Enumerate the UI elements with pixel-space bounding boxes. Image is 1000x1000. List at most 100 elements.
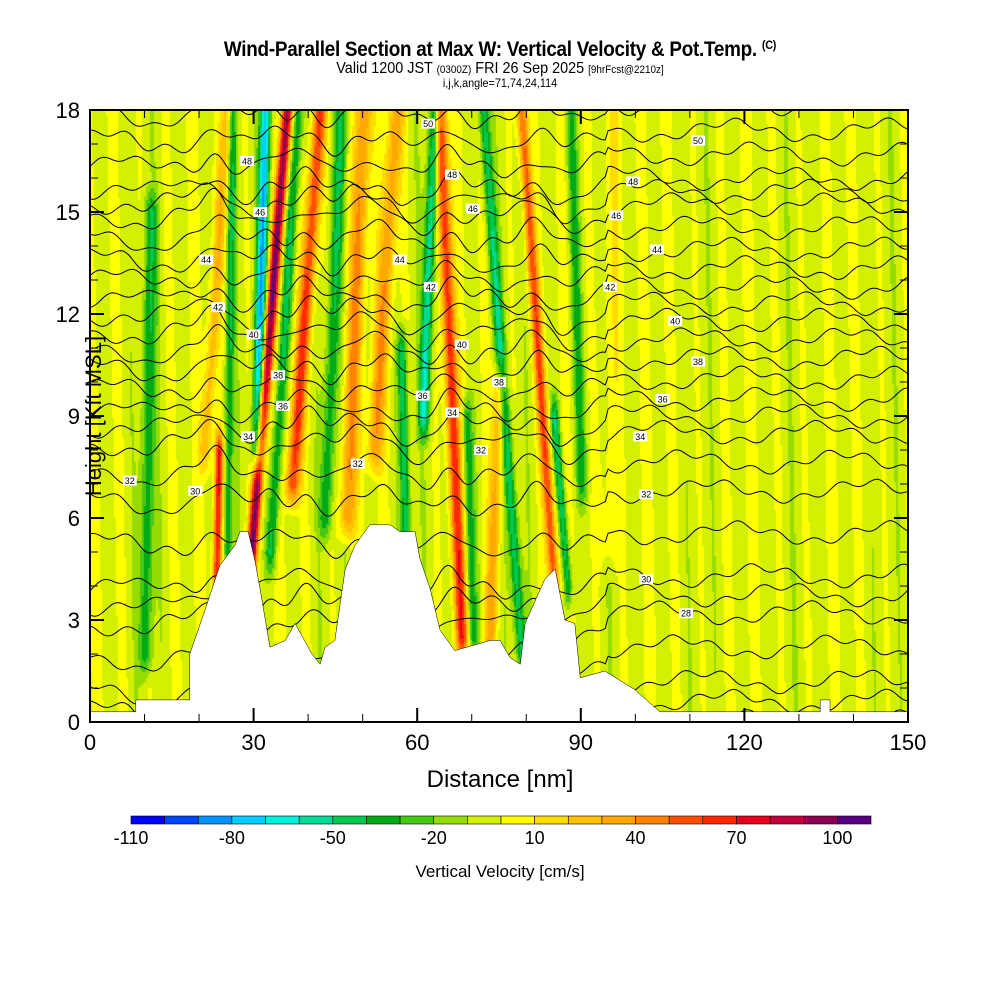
valid-prefix: Valid 1200 JST <box>336 60 433 77</box>
contour-label-box <box>609 210 624 221</box>
y-tick-label: 6 <box>68 506 80 531</box>
contour-label-box <box>691 356 706 367</box>
theta-contour-36 <box>89 386 909 424</box>
contour-label-box <box>633 431 648 442</box>
theta-contour-31 <box>89 520 909 560</box>
contour-label-box <box>241 431 256 442</box>
colorbar-bin <box>635 815 670 825</box>
contour-label-box <box>276 400 291 411</box>
y-axis-label: Height [Kft MSL] <box>81 335 107 497</box>
contour-label-box <box>679 608 694 619</box>
grid-indices: i,j,k,angle=71,74,24,114 <box>442 76 558 90</box>
contour-label-box <box>474 445 489 455</box>
colorbar-bin <box>601 815 636 825</box>
contour-label: 36 <box>418 391 428 401</box>
y-tick-label: 18 <box>56 98 80 123</box>
colorbar-title: Vertical Velocity [cm/s] <box>415 862 585 881</box>
colorbar-bin <box>803 815 838 825</box>
colorbar-tick-label: 70 <box>726 828 747 848</box>
contour-label: 44 <box>652 245 662 255</box>
contour-label: 44 <box>201 255 211 265</box>
contour-label-box <box>421 118 436 129</box>
x-tick-label: 120 <box>726 730 763 755</box>
colorbar-bin <box>332 815 367 825</box>
contour-label: 36 <box>278 401 288 411</box>
contour-label-box <box>626 176 641 187</box>
contour-label-box <box>271 370 286 381</box>
theta-contour-49 <box>89 141 909 179</box>
contour-label-box <box>246 329 261 340</box>
contour-label-box <box>650 244 665 255</box>
contour-label: 32 <box>125 476 135 486</box>
valid-time: Valid 1200 JST (0300Z) FRI 26 Sep 2025 [… <box>50 60 950 78</box>
contour-label-box <box>240 156 255 166</box>
colorbar-bin <box>837 815 872 825</box>
y-tick-label: 12 <box>56 302 80 327</box>
contour-label-box <box>492 377 506 387</box>
contour-label-box <box>454 339 469 350</box>
contour-label: 34 <box>447 408 457 418</box>
contour-label: 30 <box>190 486 200 496</box>
forecast-info: [9hrFcst@2210z] <box>588 64 664 76</box>
contour-label-box <box>655 394 670 404</box>
colorbar-tick-label: -80 <box>218 828 245 848</box>
contour-label: 32 <box>476 446 486 456</box>
theta-contour-45 <box>89 214 909 254</box>
contour-label: 50 <box>423 119 433 129</box>
colorbar-bin <box>399 815 435 825</box>
contour-label: 30 <box>641 575 651 585</box>
contour-label: 42 <box>426 282 436 292</box>
valid-utc: (0300Z) <box>436 64 472 76</box>
theta-contour-40 <box>89 304 909 353</box>
contour-label-box <box>211 302 226 313</box>
y-tick-label: 3 <box>68 608 80 633</box>
colorbar-tick-label: 10 <box>524 828 545 848</box>
contour-label: 28 <box>681 609 691 619</box>
contour-label-box <box>639 489 654 500</box>
contour-label-box <box>668 315 683 326</box>
x-tick-label: 90 <box>569 730 593 755</box>
x-tick-label: 0 <box>84 730 96 755</box>
theta-contour-51 <box>90 109 908 130</box>
contour-label: 40 <box>670 316 680 326</box>
contour-label: 42 <box>605 282 615 292</box>
contour-label: 46 <box>611 211 621 221</box>
x-axis-label: Distance [nm] <box>426 766 574 793</box>
theta-contour-42 <box>89 274 909 313</box>
theta-contour-41 <box>89 291 909 336</box>
contour-label: 42 <box>213 303 223 313</box>
contour-label: 38 <box>494 378 504 388</box>
contour-label: 46 <box>255 208 265 218</box>
colorbar-bin <box>197 815 233 825</box>
contour-label-box <box>253 207 268 217</box>
colorbar-bin <box>164 815 199 825</box>
y-tick-label: 9 <box>68 404 80 429</box>
theta-contour-34 <box>89 418 909 466</box>
contour-label: 48 <box>628 177 638 187</box>
chart-title: Wind-Parallel Section at Max W: Vertical… <box>50 38 950 62</box>
title-main: Wind-Parallel Section at Max W: Vertical… <box>223 38 757 61</box>
theta-contour-33 <box>89 444 909 491</box>
contour-label: 38 <box>693 357 703 367</box>
contour-label: 48 <box>447 170 457 180</box>
contour-label-box <box>445 169 460 180</box>
copyright-mark: (C) <box>761 38 777 52</box>
y-tick-label: 15 <box>56 200 80 225</box>
colorbar-bin <box>298 815 334 825</box>
theta-contour-47 <box>89 178 909 225</box>
contour-label-box <box>122 475 137 486</box>
colorbar-tick-label: -110 <box>113 828 149 848</box>
colorbar-bin <box>567 815 603 825</box>
contour-label-box <box>392 254 407 265</box>
colorbar-bin <box>736 815 771 825</box>
colorbar-bin <box>467 815 502 825</box>
colorbar-tick-label: -20 <box>420 828 447 848</box>
theta-contour-43 <box>89 255 909 293</box>
theta-contour-44 <box>89 236 909 277</box>
colorbar-tick-label: 40 <box>625 828 646 848</box>
y-tick-label: 0 <box>68 710 80 735</box>
colorbar-bin <box>702 815 737 825</box>
contour-label-box <box>603 281 618 292</box>
theta-contour-32 <box>89 478 909 517</box>
